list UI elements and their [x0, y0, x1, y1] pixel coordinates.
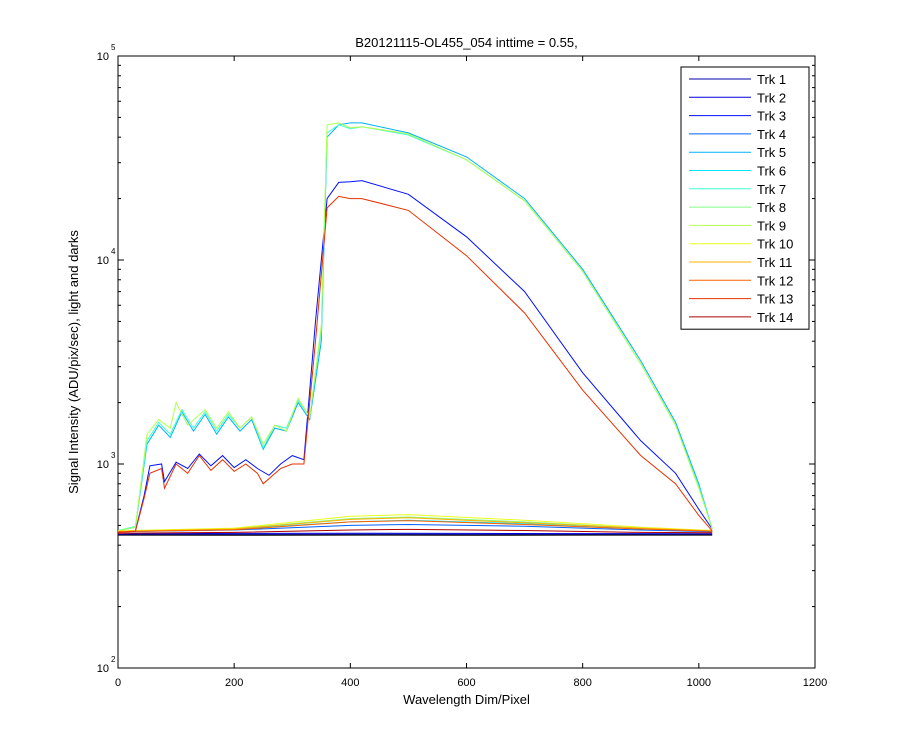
legend-label: Trk 6	[757, 164, 786, 179]
legend-label: Trk 10	[757, 237, 793, 252]
y-tick-exponent: 3	[111, 451, 116, 460]
legend-label: Trk 11	[757, 255, 792, 270]
legend-label: Trk 8	[757, 200, 786, 215]
y-tick-label: 10	[97, 51, 109, 63]
series-line-trk-12	[118, 520, 713, 533]
x-axis-title: Wavelength Dim/Pixel	[403, 692, 530, 707]
legend: Trk 1 Trk 2 Trk 3 Trk 4 Trk 5 Trk 6 Trk 7 Trk 8…	[680, 66, 810, 330]
y-tick-label: 10	[97, 663, 109, 675]
legend-label: Trk 1	[757, 72, 786, 87]
series-line-trk-10	[118, 514, 713, 532]
chart-title: B20121115-OL455_054 inttime = 0.55,	[355, 35, 578, 50]
y-tick-exponent: 5	[111, 43, 116, 52]
x-tick-label: 600	[457, 677, 475, 689]
legend-label: Trk 9	[757, 218, 786, 233]
series-line-trk-13	[118, 195, 713, 533]
y-tick-exponent: 2	[111, 655, 116, 664]
x-tick-label: 400	[341, 677, 359, 689]
x-tick-label: 800	[573, 677, 591, 689]
legend-label: Trk 4	[757, 127, 786, 142]
y-tick-label: 10	[97, 459, 109, 471]
legend-label: Trk 2	[757, 90, 786, 105]
series-line-trk-5	[118, 122, 713, 532]
x-tick-label: 0	[115, 677, 121, 689]
legend-label: Trk 7	[757, 182, 786, 197]
x-tick-label: 1200	[803, 677, 827, 689]
legend-box	[680, 66, 810, 330]
series-line-trk-11	[118, 517, 713, 532]
y-tick-exponent: 4	[111, 247, 116, 256]
legend-label: Trk 3	[757, 109, 786, 124]
legend-label: Trk 12	[757, 273, 793, 288]
y-tick-label: 10	[97, 255, 109, 267]
x-tick-label: 1000	[687, 677, 711, 689]
legend-label: Trk 5	[757, 145, 786, 160]
legend-label: Trk 13	[757, 292, 793, 307]
legend-label: Trk 14	[757, 310, 793, 325]
series-line-trk-14	[118, 528, 713, 534]
y-axis-title: Signal Intensity (ADU/pix/sec), light an…	[66, 230, 81, 494]
series-line-trk-1	[118, 533, 713, 536]
series-layer	[118, 122, 713, 536]
x-tick-label: 200	[225, 677, 243, 689]
series-line-trk-3	[118, 180, 713, 533]
series-line-trk-2	[118, 532, 713, 535]
series-line-trk-9	[118, 122, 713, 532]
